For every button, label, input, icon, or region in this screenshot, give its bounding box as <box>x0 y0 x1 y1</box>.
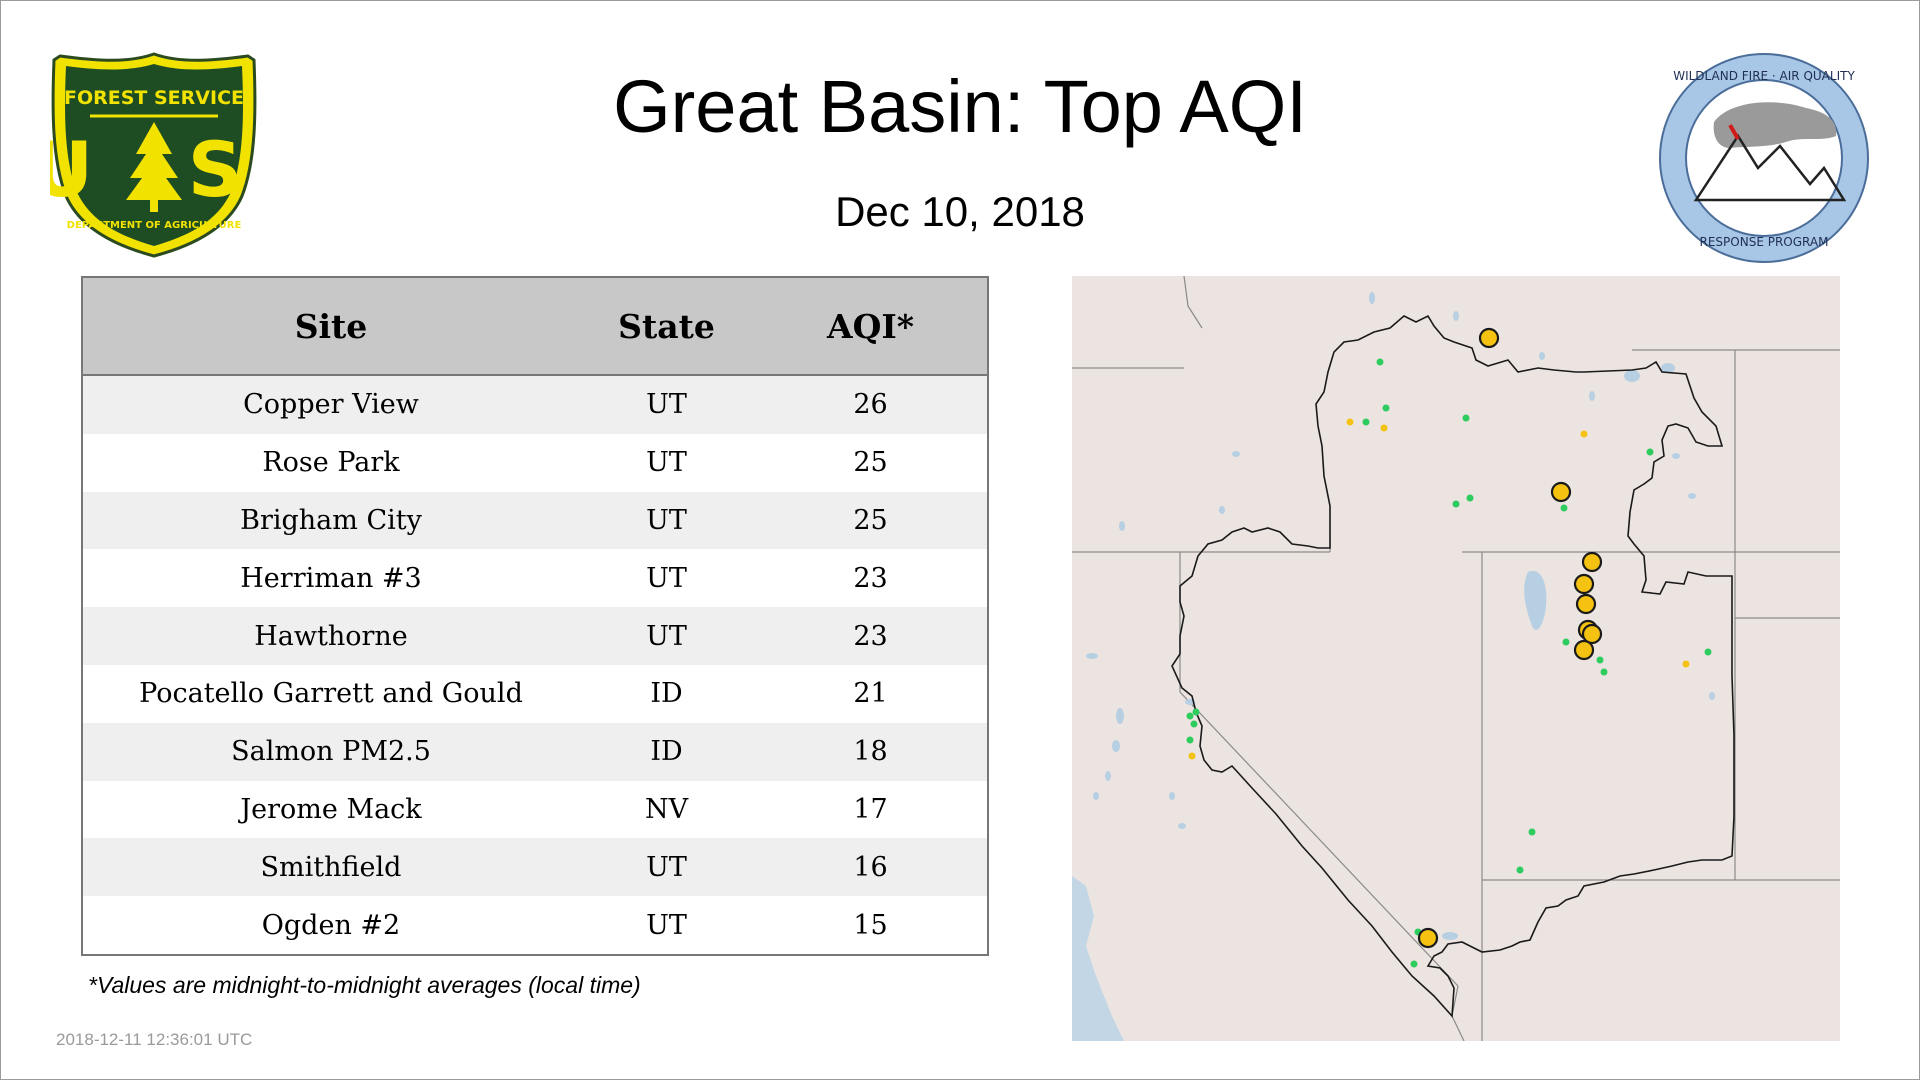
great-basin-aqi-map[interactable] <box>1072 276 1840 1041</box>
logo-bottom-text: RESPONSE PROGRAM <box>1700 235 1829 249</box>
state-lines <box>1072 276 1840 1041</box>
report-date: Dec 10, 2018 <box>835 188 1085 235</box>
table-row: Salmon PM2.5 ID 18 <box>83 722 987 781</box>
column-header-state: State <box>579 278 754 376</box>
site-cell: Salmon PM2.5 <box>83 722 579 781</box>
aqi-cell: 17 <box>754 780 987 839</box>
site-marker-good <box>1596 656 1604 664</box>
state-cell: UT <box>579 491 754 550</box>
site-marker-good <box>1462 414 1470 422</box>
site-cell: Brigham City <box>83 491 579 550</box>
state-cell: UT <box>579 549 754 608</box>
state-cell: ID <box>579 664 754 723</box>
table-row: Hawthorne UT 23 <box>83 607 987 665</box>
aqi-cell: 15 <box>754 896 987 954</box>
table-row: Smithfield UT 16 <box>83 838 987 897</box>
site-marker-good <box>1382 404 1390 412</box>
aqi-cell: 25 <box>754 433 987 492</box>
table-row: Herriman #3 UT 23 <box>83 549 987 608</box>
site-cell: Ogden #2 <box>83 896 579 954</box>
site-cell: Pocatello Garrett and Gould <box>83 664 579 723</box>
table-row: Brigham City UT 25 <box>83 491 987 550</box>
site-marker-good <box>1186 736 1194 744</box>
ocean <box>1072 876 1124 1041</box>
table-row: Rose Park UT 25 <box>83 433 987 492</box>
state-cell: UT <box>579 433 754 492</box>
state-cell: UT <box>579 607 754 665</box>
site-marker-good <box>1516 866 1524 874</box>
site-marker-good <box>1192 708 1200 716</box>
wildland-fire-air-quality-logo: WILDLAND FIRE · AIR QUALITY RESPONSE PRO… <box>1659 53 1869 263</box>
site-cell: Herriman #3 <box>83 549 579 608</box>
top-aqi-sites <box>1417 327 1603 949</box>
site-marker-good <box>1362 418 1370 426</box>
state-cell: NV <box>579 780 754 839</box>
aqi-cell: 23 <box>754 549 987 608</box>
site-marker-moderate <box>1580 430 1588 438</box>
top-site-marker <box>1478 327 1500 349</box>
state-cell: UT <box>579 838 754 897</box>
page-title: Great Basin: Top AQI <box>613 65 1307 148</box>
site-marker-good <box>1704 648 1712 656</box>
table-row: Ogden #2 UT 15 <box>83 896 987 954</box>
table-footnote: *Values are midnight-to-midnight average… <box>88 972 641 998</box>
site-marker-good <box>1562 638 1570 646</box>
map-background <box>1072 276 1840 1041</box>
aqi-sites <box>1186 358 1712 968</box>
lakes <box>1086 292 1715 940</box>
logo-bottom-text: DEPARTMENT OF AGRICULTURE <box>67 220 242 231</box>
state-cell: ID <box>579 722 754 781</box>
aqi-cell: 23 <box>754 607 987 665</box>
table-row: Jerome Mack NV 17 <box>83 780 987 839</box>
aqi-cell: 18 <box>754 722 987 781</box>
great-basin-boundary <box>1171 314 1735 1018</box>
site-marker-moderate <box>1380 424 1388 432</box>
site-cell: Hawthorne <box>83 607 579 665</box>
site-marker-good <box>1528 828 1536 836</box>
site-marker-moderate <box>1682 660 1690 668</box>
forest-service-logo: FOREST SERVICE U S DEPARTMENT OF AGRICUL… <box>50 52 257 258</box>
site-cell: Copper View <box>83 375 579 434</box>
logo-top-text: WILDLAND FIRE · AIR QUALITY <box>1673 69 1855 83</box>
column-header-aqi: AQI* <box>754 278 987 376</box>
site-marker-good <box>1452 500 1460 508</box>
top-aqi-table: Site State AQI* Copper View UT 26 Rose P… <box>81 276 989 956</box>
site-marker-good <box>1466 494 1474 502</box>
site-marker-good <box>1410 960 1418 968</box>
site-marker-good <box>1190 720 1198 728</box>
top-site-marker <box>1581 551 1603 573</box>
site-marker-moderate <box>1346 418 1354 426</box>
site-cell: Smithfield <box>83 838 579 897</box>
site-marker-good <box>1646 448 1654 456</box>
aqi-cell: 21 <box>754 664 987 723</box>
site-cell: Rose Park <box>83 433 579 492</box>
generated-timestamp: 2018-12-11 12:36:01 UTC <box>56 1030 253 1049</box>
table-row: Copper View UT 26 <box>83 375 987 434</box>
aqi-cell: 26 <box>754 375 987 434</box>
site-marker-good <box>1560 504 1568 512</box>
site-marker-good <box>1186 712 1194 720</box>
top-site-marker <box>1573 573 1595 595</box>
state-cell: UT <box>579 375 754 434</box>
top-site-marker <box>1550 481 1572 503</box>
state-cell: UT <box>579 896 754 954</box>
column-header-site: Site <box>83 278 579 376</box>
logo-top-text: FOREST SERVICE <box>64 87 244 109</box>
site-marker-good <box>1376 358 1384 366</box>
site-cell: Jerome Mack <box>83 780 579 839</box>
top-site-marker <box>1575 593 1597 615</box>
aqi-cell: 25 <box>754 491 987 550</box>
aqi-cell: 16 <box>754 838 987 897</box>
top-site-marker <box>1573 639 1595 661</box>
site-marker-good <box>1600 668 1608 676</box>
table-header-row: Site State AQI* <box>83 278 987 376</box>
site-marker-moderate <box>1188 752 1196 760</box>
top-site-marker <box>1417 927 1439 949</box>
table-row: Pocatello Garrett and Gould ID 21 <box>83 664 987 723</box>
top-site-marker <box>1581 623 1603 645</box>
